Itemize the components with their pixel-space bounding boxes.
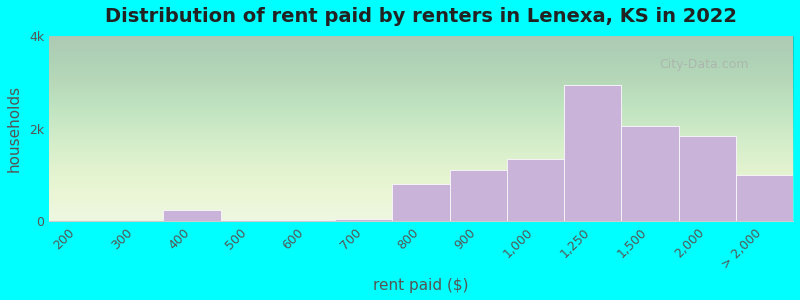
Bar [564,85,622,221]
Bar [678,136,736,221]
Bar [392,184,450,221]
X-axis label: rent paid ($): rent paid ($) [374,278,469,293]
Bar [507,159,564,221]
Bar [564,85,622,221]
Bar [335,219,392,221]
Bar [392,184,450,221]
Text: City-Data.com: City-Data.com [659,58,749,71]
Bar [163,210,221,221]
Bar [450,170,507,221]
Bar [163,210,221,221]
Bar [278,220,335,221]
Bar [622,126,678,221]
Bar [221,220,278,221]
Bar [736,175,793,221]
Y-axis label: households: households [7,85,22,172]
Bar [507,159,564,221]
Bar [335,219,392,221]
Bar [278,220,335,221]
Bar [678,136,736,221]
Bar [622,126,678,221]
Bar [221,220,278,221]
Bar [450,170,507,221]
Bar [49,220,106,221]
Bar [49,220,106,221]
Bar [736,175,793,221]
Title: Distribution of rent paid by renters in Lenexa, KS in 2022: Distribution of rent paid by renters in … [105,7,737,26]
